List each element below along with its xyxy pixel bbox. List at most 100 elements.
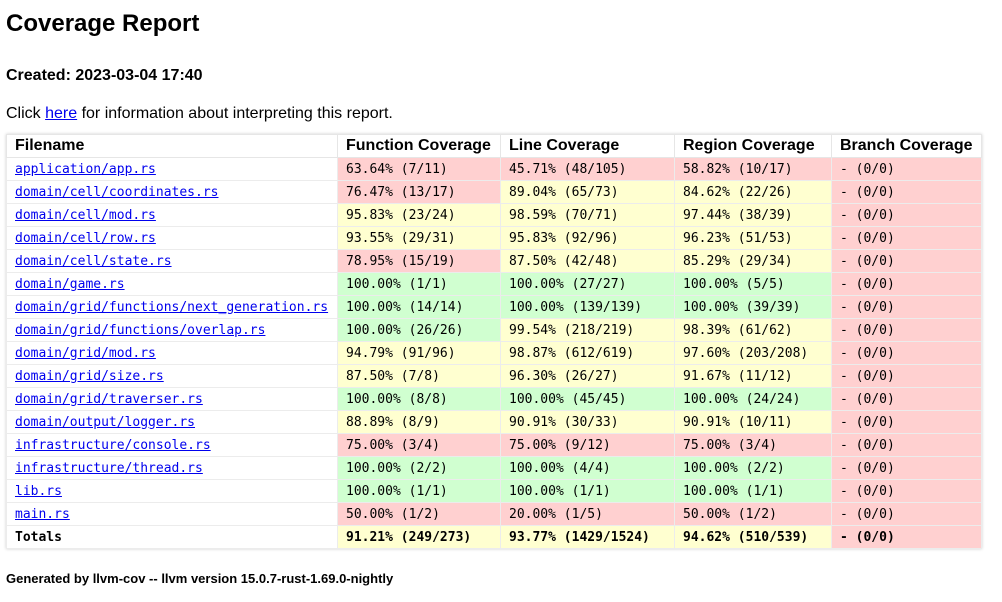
- file-link[interactable]: domain/grid/size.rs: [15, 368, 164, 384]
- filename-cell: domain/grid/functions/next_generation.rs: [6, 295, 338, 319]
- file-link[interactable]: domain/grid/functions/next_generation.rs: [15, 299, 329, 315]
- filename-cell: domain/grid/size.rs: [6, 364, 338, 388]
- function-coverage-cell: 75.00% (3/4): [337, 433, 501, 457]
- function-coverage-cell: 93.55% (29/31): [337, 226, 501, 250]
- file-link[interactable]: domain/output/logger.rs: [15, 414, 196, 430]
- region-coverage-cell: 100.00% (2/2): [674, 456, 832, 480]
- file-link[interactable]: domain/cell/mod.rs: [15, 207, 156, 223]
- filename-cell: domain/cell/row.rs: [6, 226, 338, 250]
- filename-cell: domain/grid/mod.rs: [6, 341, 338, 365]
- line-coverage-cell: 89.04% (65/73): [500, 180, 675, 204]
- header-line-coverage: Line Coverage: [500, 134, 675, 158]
- filename-cell: infrastructure/console.rs: [6, 433, 338, 457]
- branch-coverage-cell: - (0/0): [831, 410, 982, 434]
- report-page: Coverage Report Created: 2023-03-04 17:4…: [6, 10, 996, 586]
- file-link[interactable]: domain/grid/mod.rs: [15, 345, 156, 361]
- totals-region-coverage: 94.62% (510/539): [674, 525, 832, 549]
- branch-coverage-cell: - (0/0): [831, 502, 982, 526]
- table-row: infrastructure/thread.rs 100.00% (2/2) 100…: [6, 456, 982, 480]
- info-paragraph: Click here for information about interpr…: [6, 96, 996, 134]
- coverage-table: Filename Function Coverage Line Coverage…: [6, 134, 982, 549]
- table-row: domain/game.rs 100.00% (1/1) 100.00% (27/2…: [6, 272, 982, 296]
- region-coverage-cell: 91.67% (11/12): [674, 364, 832, 388]
- totals-label: Totals: [6, 525, 338, 549]
- header-function-coverage: Function Coverage: [337, 134, 501, 158]
- branch-coverage-cell: - (0/0): [831, 226, 982, 250]
- function-coverage-cell: 88.89% (8/9): [337, 410, 501, 434]
- file-link[interactable]: infrastructure/console.rs: [15, 437, 211, 453]
- table-row: domain/cell/state.rs 78.95% (15/19) 87.50%…: [6, 249, 982, 273]
- header-row: Filename Function Coverage Line Coverage…: [6, 134, 982, 158]
- table-row: domain/cell/mod.rs 95.83% (23/24) 98.59% (…: [6, 203, 982, 227]
- branch-coverage-cell: - (0/0): [831, 341, 982, 365]
- line-coverage-cell: 99.54% (218/219): [500, 318, 675, 342]
- branch-coverage-cell: - (0/0): [831, 272, 982, 296]
- function-coverage-cell: 100.00% (26/26): [337, 318, 501, 342]
- filename-cell: domain/grid/traverser.rs: [6, 387, 338, 411]
- file-link[interactable]: application/app.rs: [15, 161, 156, 177]
- branch-coverage-cell: - (0/0): [831, 249, 982, 273]
- totals-function-coverage: 91.21% (249/273): [337, 525, 501, 549]
- region-coverage-cell: 85.29% (29/34): [674, 249, 832, 273]
- branch-coverage-cell: - (0/0): [831, 364, 982, 388]
- table-row: lib.rs 100.00% (1/1) 100.00% (1/1) 100.00% …: [6, 479, 982, 503]
- region-coverage-cell: 84.62% (22/26): [674, 180, 832, 204]
- filename-cell: domain/cell/coordinates.rs: [6, 180, 338, 204]
- table-row: application/app.rs 63.64% (7/11) 45.71% (4…: [6, 157, 982, 181]
- table-row: domain/cell/row.rs 93.55% (29/31) 95.83% (…: [6, 226, 982, 250]
- file-link[interactable]: domain/cell/state.rs: [15, 253, 172, 269]
- filename-cell: domain/grid/functions/overlap.rs: [6, 318, 338, 342]
- function-coverage-cell: 78.95% (15/19): [337, 249, 501, 273]
- function-coverage-cell: 63.64% (7/11): [337, 157, 501, 181]
- function-coverage-cell: 50.00% (1/2): [337, 502, 501, 526]
- function-coverage-cell: 100.00% (1/1): [337, 272, 501, 296]
- file-link[interactable]: infrastructure/thread.rs: [15, 460, 203, 476]
- filename-cell: domain/cell/mod.rs: [6, 203, 338, 227]
- table-row: domain/grid/traverser.rs 100.00% (8/8) 100…: [6, 387, 982, 411]
- region-coverage-cell: 100.00% (1/1): [674, 479, 832, 503]
- branch-coverage-cell: - (0/0): [831, 157, 982, 181]
- info-prefix: Click: [6, 105, 46, 122]
- header-region-coverage: Region Coverage: [674, 134, 832, 158]
- function-coverage-cell: 76.47% (13/17): [337, 180, 501, 204]
- created-timestamp: Created: 2023-03-04 17:40: [6, 67, 203, 84]
- file-link[interactable]: main.rs: [15, 506, 70, 522]
- line-coverage-cell: 75.00% (9/12): [500, 433, 675, 457]
- function-coverage-cell: 100.00% (8/8): [337, 387, 501, 411]
- branch-coverage-cell: - (0/0): [831, 456, 982, 480]
- file-link[interactable]: lib.rs: [15, 483, 62, 499]
- branch-coverage-cell: - (0/0): [831, 479, 982, 503]
- function-coverage-cell: 100.00% (2/2): [337, 456, 501, 480]
- info-link[interactable]: here: [45, 105, 78, 122]
- totals-branch-coverage: - (0/0): [831, 525, 982, 549]
- line-coverage-cell: 87.50% (42/48): [500, 249, 675, 273]
- region-coverage-cell: 100.00% (5/5): [674, 272, 832, 296]
- line-coverage-cell: 96.30% (26/27): [500, 364, 675, 388]
- filename-cell: infrastructure/thread.rs: [6, 456, 338, 480]
- table-row: domain/grid/functions/next_generation.rs…: [6, 295, 982, 319]
- file-link[interactable]: domain/grid/traverser.rs: [15, 391, 203, 407]
- branch-coverage-cell: - (0/0): [831, 433, 982, 457]
- table-row: infrastructure/console.rs 75.00% (3/4) 75.…: [6, 433, 982, 457]
- filename-cell: domain/cell/state.rs: [6, 249, 338, 273]
- line-coverage-cell: 100.00% (45/45): [500, 387, 675, 411]
- header-branch-coverage: Branch Coverage: [831, 134, 982, 158]
- file-link[interactable]: domain/grid/functions/overlap.rs: [15, 322, 266, 338]
- line-coverage-cell: 98.59% (70/71): [500, 203, 675, 227]
- filename-cell: application/app.rs: [6, 157, 338, 181]
- table-body: application/app.rs 63.64% (7/11) 45.71% (4…: [6, 157, 982, 549]
- filename-cell: domain/output/logger.rs: [6, 410, 338, 434]
- region-coverage-cell: 100.00% (24/24): [674, 387, 832, 411]
- file-link[interactable]: domain/game.rs: [15, 276, 125, 292]
- table-row: domain/output/logger.rs 88.89% (8/9) 90.91…: [6, 410, 982, 434]
- function-coverage-cell: 87.50% (7/8): [337, 364, 501, 388]
- line-coverage-cell: 98.87% (612/619): [500, 341, 675, 365]
- file-link[interactable]: domain/cell/coordinates.rs: [15, 184, 219, 200]
- page-title: Coverage Report: [6, 10, 200, 37]
- region-coverage-cell: 58.82% (10/17): [674, 157, 832, 181]
- table-row: main.rs 50.00% (1/2) 20.00% (1/5) 50.00% (1…: [6, 502, 982, 526]
- filename-cell: main.rs: [6, 502, 338, 526]
- file-link[interactable]: domain/cell/row.rs: [15, 230, 156, 246]
- function-coverage-cell: 100.00% (1/1): [337, 479, 501, 503]
- table-row: domain/grid/functions/overlap.rs 100.00% …: [6, 318, 982, 342]
